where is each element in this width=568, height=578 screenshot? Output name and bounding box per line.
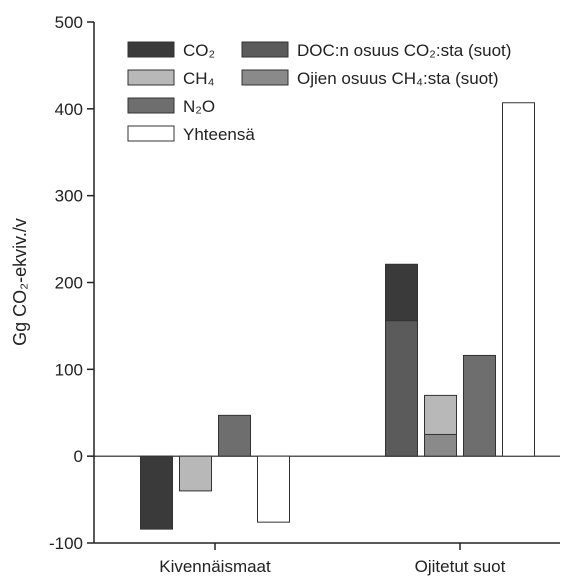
legend-swatch — [241, 69, 289, 86]
y-ticks: -100 0 100 200 300 400 500 — [49, 13, 94, 553]
y-tick-label: 500 — [55, 13, 83, 32]
x-tick-label: Kivennäismaat — [159, 557, 271, 576]
bar-overlay — [424, 433, 457, 457]
y-tick-label: 300 — [55, 187, 83, 206]
bar-overlay — [385, 320, 418, 457]
legend-label: N₂O — [183, 97, 215, 116]
y-axis-label: Gg CO₂-ekviv./v — [10, 218, 30, 346]
bar-kivennaismaat-1 — [179, 455, 212, 492]
legend-label: Ojien osuus CH₄:sta (suot) — [297, 69, 499, 88]
bar-ojitetut-suot-2 — [463, 354, 496, 457]
bar-ojitetut-suot-3 — [502, 102, 535, 457]
legend: CO₂ CH₄ N₂O Yhteensä DOC:n osuus CO₂:sta (su… — [127, 41, 511, 144]
bars — [140, 102, 535, 530]
x-tick-label: Ojitetut suot — [415, 557, 506, 576]
legend-label: CO₂ — [183, 41, 215, 60]
legend-label: DOC:n osuus CO₂:sta (suot) — [297, 41, 511, 60]
legend-swatch — [127, 125, 175, 142]
y-tick-label: 100 — [55, 360, 83, 379]
y-tick-label: 200 — [55, 274, 83, 293]
legend-swatch — [127, 41, 175, 58]
legend-swatch — [127, 69, 175, 86]
y-tick-label: 0 — [74, 447, 83, 466]
bar-kivennaismaat-2 — [218, 414, 251, 457]
legend-label: CH₄ — [183, 69, 215, 88]
x-ticks: Kivennäismaat Ojitetut suot — [159, 543, 506, 576]
bar-kivennaismaat-0 — [140, 455, 173, 530]
y-tick-label: -100 — [49, 534, 83, 553]
legend-swatch — [127, 97, 175, 114]
legend-swatch — [241, 41, 289, 58]
y-tick-label: 400 — [55, 100, 83, 119]
legend-label: Yhteensä — [183, 125, 255, 144]
bar-kivennaismaat-3 — [257, 455, 290, 523]
